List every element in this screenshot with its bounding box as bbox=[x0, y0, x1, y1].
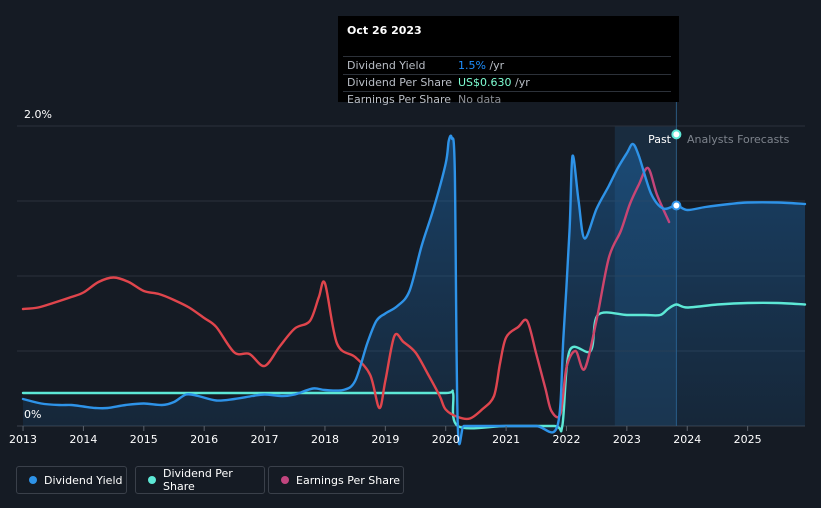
earnings-per-share-line bbox=[21, 166, 671, 421]
dividend-per-share-marker bbox=[671, 129, 682, 140]
tooltip-label: Dividend Yield bbox=[347, 59, 426, 72]
legend-dot-icon bbox=[148, 476, 156, 484]
x-tick-label: 2020 bbox=[432, 433, 460, 446]
legend-earnings-per-share[interactable]: Earnings Per Share bbox=[268, 466, 404, 494]
x-tick-label: 2014 bbox=[69, 433, 97, 446]
dividend-yield-area bbox=[23, 135, 805, 445]
tooltip-value: US$0.630 /yr bbox=[458, 76, 530, 89]
tooltip-row-dividend-yield: Dividend Yield 1.5% /yr bbox=[338, 57, 671, 75]
tooltip-row-earnings-per-share: Earnings Per Share No data bbox=[338, 91, 671, 109]
forecast-label: Analysts Forecasts bbox=[687, 133, 790, 146]
tooltip-label: Earnings Per Share bbox=[347, 93, 452, 106]
tooltip-divider bbox=[343, 74, 671, 75]
x-tick-label: 2016 bbox=[190, 433, 218, 446]
dividend-yield-marker bbox=[671, 200, 682, 211]
tooltip: Oct 26 2023 Dividend Yield 1.5% /yr Divi… bbox=[338, 16, 679, 106]
tooltip-value: 1.5% /yr bbox=[458, 59, 505, 72]
series-lines bbox=[21, 134, 807, 446]
x-tick-label: 2017 bbox=[251, 433, 279, 446]
tooltip-value: No data bbox=[458, 93, 502, 106]
x-tick-label: 2022 bbox=[552, 433, 580, 446]
x-tick-label: 2025 bbox=[734, 433, 762, 446]
tooltip-date: Oct 26 2023 bbox=[347, 24, 422, 37]
x-tick-label: 2015 bbox=[130, 433, 158, 446]
tooltip-divider bbox=[343, 91, 671, 92]
x-tick-label: 2018 bbox=[311, 433, 339, 446]
x-tick-label: 2024 bbox=[673, 433, 701, 446]
x-axis-ticks: 2013 2014 2015 2016 2017 2018 2019 2020 2021 2022… bbox=[9, 426, 762, 446]
dividend-yield-line bbox=[21, 134, 807, 446]
legend-label: Dividend Per Share bbox=[163, 467, 233, 493]
x-tick-label: 2021 bbox=[492, 433, 520, 446]
tooltip-label: Dividend Per Share bbox=[347, 76, 453, 89]
tooltip-divider bbox=[343, 56, 671, 57]
x-tick-label: 2023 bbox=[613, 433, 641, 446]
series-areas bbox=[23, 135, 805, 445]
legend-label: Earnings Per Share bbox=[296, 473, 401, 487]
legend-dividend-per-share[interactable]: Dividend Per Share bbox=[135, 466, 265, 494]
y-label-max: 2.0% bbox=[24, 108, 52, 121]
legend-label: Dividend Yield bbox=[44, 473, 123, 487]
x-tick-label: 2013 bbox=[9, 433, 37, 446]
dividend-per-share-line bbox=[21, 301, 807, 433]
legend-dot-icon bbox=[29, 476, 37, 484]
tooltip-row-dividend-per-share: Dividend Per Share US$0.630 /yr bbox=[338, 74, 671, 92]
past-label: Past bbox=[648, 133, 672, 146]
legend-dot-icon bbox=[281, 476, 289, 484]
series-markers bbox=[671, 129, 682, 211]
legend-dividend-yield[interactable]: Dividend Yield bbox=[16, 466, 127, 494]
y-label-zero: 0% bbox=[24, 408, 41, 421]
y-axis-labels: 2.0% 0% bbox=[24, 108, 52, 421]
x-tick-label: 2019 bbox=[371, 433, 399, 446]
